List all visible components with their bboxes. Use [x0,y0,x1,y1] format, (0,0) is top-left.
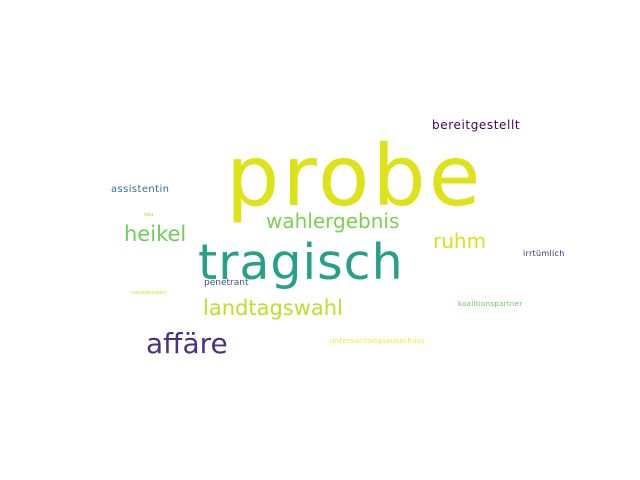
word-penetrant: penetrant [204,278,249,288]
word-landtagswahl: landtagswahl [203,296,343,320]
word-verzerbungen: verzerbungen [131,290,166,296]
word-neu: neu [144,212,154,218]
word-assistentin: assistentin [111,184,170,195]
word-ruhm: ruhm [433,229,487,253]
word-affaere: affäre [146,327,228,360]
word-probe: probe [226,127,484,225]
word-koalitionspartner: koalitionspartner [458,300,523,308]
word-bereitgestellt: bereitgestellt [432,118,521,132]
word-tragisch: tragisch [198,234,404,291]
word-untersuchungsausschuss: untersuchungsausschuss [330,337,425,345]
word-wahlergebnis: wahlergebnis [266,209,400,233]
word-irrtuemlich: irrtümlich [523,249,565,258]
word-heikel: heikel [124,222,187,246]
